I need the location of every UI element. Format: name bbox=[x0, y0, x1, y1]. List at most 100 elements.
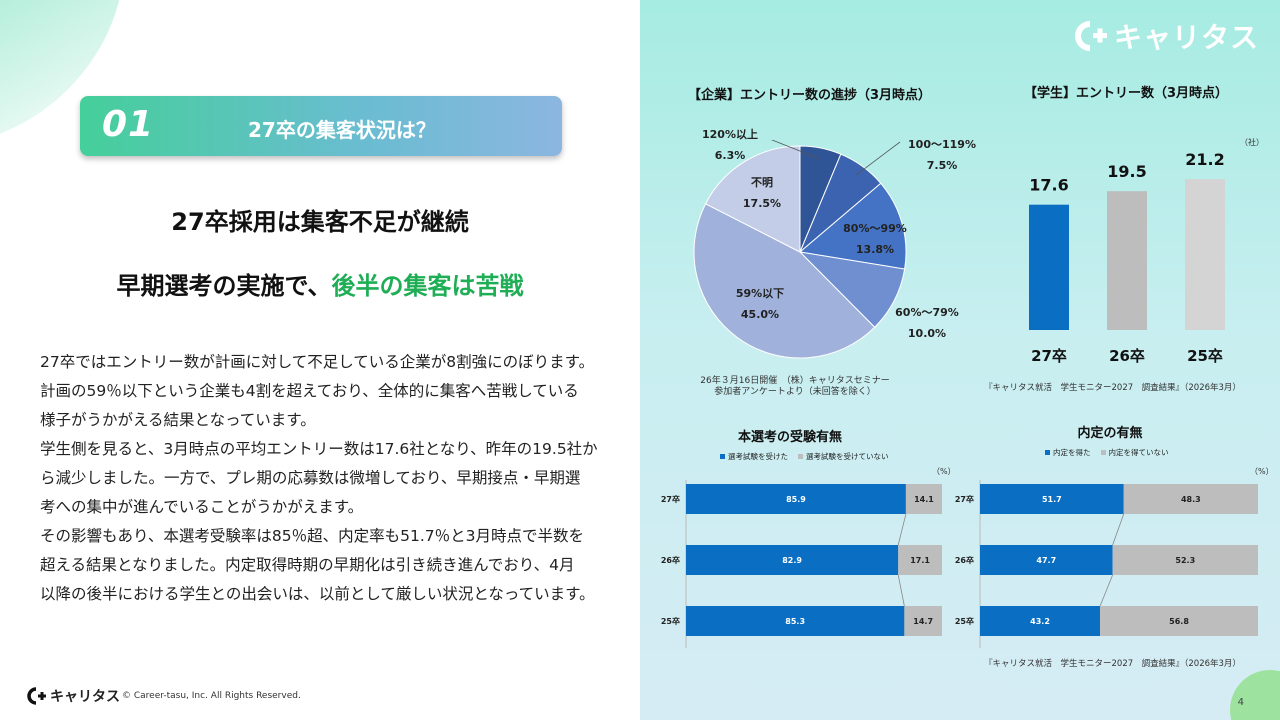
pie-label: 120%以上 6.3% bbox=[700, 124, 760, 166]
stacked-bar-segment bbox=[980, 484, 1124, 514]
section-number: 01 bbox=[102, 104, 155, 145]
bar-value-label: 47.7 bbox=[1036, 556, 1056, 565]
pie-note-line: 参加者アンケートより（未回答を除く） bbox=[714, 387, 876, 397]
pie-label-value: 17.5% bbox=[742, 197, 782, 210]
student-bar-category: 27卒 bbox=[1031, 347, 1067, 365]
headline-2-emphasis: 後半の集客は苦戦 bbox=[331, 272, 524, 300]
student-bar bbox=[1029, 204, 1069, 330]
bar-value-label: 82.9 bbox=[782, 556, 802, 565]
stacked-bar-segment bbox=[905, 484, 942, 514]
pie-leader-line bbox=[856, 141, 901, 176]
bar-value-label: 17.1 bbox=[910, 556, 930, 565]
pie-slice bbox=[704, 145, 801, 253]
pie-label: 不明 17.5% bbox=[732, 172, 792, 214]
body-line: ら減少しました。一方で、プレ期の応募数は微増しており、早期接点・早期選 bbox=[40, 469, 581, 487]
offer-chart-title: 内定の有無 bbox=[1077, 426, 1143, 441]
body-line: 考への集中が進んでいることがうかがえます。 bbox=[40, 498, 364, 516]
student-bar-note: 『キャリタス就活 学生モニター2027 調査結果』（2026年3月） bbox=[984, 383, 1241, 393]
pie-label: 80%〜99% 13.8% bbox=[840, 218, 910, 260]
offer-legend: 内定を得た 内定を得ていない bbox=[1045, 447, 1169, 458]
brand-name: キャリタス bbox=[1114, 21, 1260, 54]
page-number: 4 bbox=[1237, 697, 1244, 708]
pie-note: 26年３月16日開催 （株）キャリタスセミナー 参加者アンケートより（未回答を除… bbox=[690, 376, 900, 398]
pie-label-value: 45.0% bbox=[740, 308, 780, 321]
brand-logo: キャリタス bbox=[1074, 16, 1264, 56]
stacked-bar-segment bbox=[1123, 484, 1258, 514]
headline-2: 早期選考の実施で、後半の集客は苦戦 bbox=[0, 266, 640, 301]
pie-label-category: 59%以下 bbox=[735, 287, 785, 300]
legend-item: 内定を得ていない bbox=[1100, 447, 1169, 458]
legend-label: 選考試験を受けた bbox=[728, 452, 788, 461]
decorative-shape bbox=[1230, 670, 1280, 720]
legend-item: 選考試験を受けた bbox=[720, 451, 788, 462]
student-bar-chart: 17.6 27卒 19.5 26卒 21.2 25卒 bbox=[1029, 150, 1225, 365]
legend-swatch bbox=[720, 454, 725, 459]
connector-line bbox=[897, 574, 905, 607]
pie-chart bbox=[693, 140, 907, 359]
legend-item: 選考試験を受けていない bbox=[798, 451, 889, 462]
pie-label: 100〜119% 7.5% bbox=[906, 134, 978, 176]
pie-slice bbox=[693, 203, 876, 359]
right-panel bbox=[640, 0, 1280, 720]
student-bar-category: 25卒 bbox=[1187, 347, 1223, 365]
pie-label-value: 6.3% bbox=[714, 149, 746, 162]
pie-slice bbox=[798, 182, 907, 270]
pie-label-category: 100〜119% bbox=[908, 138, 976, 151]
legend-swatch bbox=[1045, 450, 1050, 455]
student-bar-value: 21.2 bbox=[1185, 150, 1224, 169]
bar-value-label: 43.2 bbox=[1030, 617, 1050, 626]
bar-value-label: 56.8 bbox=[1169, 617, 1189, 626]
legend-item: 内定を得た bbox=[1045, 447, 1091, 458]
row-category: 25卒 bbox=[661, 616, 680, 626]
legend-swatch bbox=[1100, 450, 1106, 455]
pie-label-category: 60%〜79% bbox=[895, 306, 959, 319]
copyright: © Career-tasu, Inc. All Rights Reserved. bbox=[122, 691, 301, 701]
exam-chart: 27卒 85.9 14.1 26卒 82.9 17.1 25卒 85.3 14.7 bbox=[661, 480, 942, 648]
row-category: 26卒 bbox=[661, 555, 680, 565]
student-bar-value: 17.6 bbox=[1029, 176, 1068, 195]
bar-value-label: 51.7 bbox=[1042, 495, 1062, 504]
body-line: 学生側を見ると、3月時点の平均エントリー数は17.6社となり、昨年の19.5社か bbox=[40, 440, 598, 458]
stacked-bar-segment bbox=[686, 606, 905, 636]
body-line: 計画の59％以下という企業も4割を超えており、全体的に集客へ苦戦している bbox=[40, 382, 579, 400]
row-category: 26卒 bbox=[955, 555, 974, 565]
pie-label-value: 13.8% bbox=[855, 243, 895, 256]
connector-line bbox=[897, 513, 907, 546]
legend-label: 内定を得ていない bbox=[1108, 448, 1169, 457]
stacked-bar-segment bbox=[1100, 606, 1258, 636]
bar-value-label: 14.1 bbox=[914, 495, 934, 504]
section-title: 27卒の集客状況は？ bbox=[248, 118, 436, 142]
body-text: 27卒ではエントリー数が計画に対して不足している企業が8割強にのぼります。 計画… bbox=[40, 348, 620, 609]
bar-value-label: 14.7 bbox=[913, 617, 933, 626]
stacked-bar-segment bbox=[980, 606, 1101, 636]
stacked-bar-segment bbox=[686, 545, 899, 575]
stacked-bar-segment bbox=[904, 606, 942, 636]
legend-label: 選考試験を受けていない bbox=[806, 452, 889, 461]
headline-1: 27卒採用は集客不足が継続 bbox=[171, 208, 469, 236]
row-category: 27卒 bbox=[661, 494, 680, 504]
exam-chart-title: 本選考の受験有無 bbox=[737, 430, 842, 445]
pie-label-category: 120%以上 bbox=[702, 128, 758, 141]
pie-label-category: 80%〜99% bbox=[843, 222, 907, 235]
connector-line bbox=[1099, 574, 1113, 607]
legend-swatch bbox=[798, 454, 803, 459]
bar-value-label: 52.3 bbox=[1175, 556, 1195, 565]
bar-value-label: 85.3 bbox=[785, 617, 805, 626]
student-bar-title: 【学生】エントリー数（3月時点） bbox=[1024, 86, 1229, 101]
legend-label: 内定を得た bbox=[1053, 448, 1091, 457]
bar-value-label: 48.3 bbox=[1181, 495, 1201, 504]
row-category: 25卒 bbox=[955, 616, 974, 626]
stacked-bar-segment bbox=[686, 484, 906, 514]
offer-chart: 27卒 51.7 48.3 26卒 47.7 52.3 25卒 43.2 56.8 bbox=[955, 480, 1258, 648]
offer-note: 『キャリタス就活 学生モニター2027 調査結果』（2026年3月） bbox=[984, 659, 1241, 669]
stacked-bar-segment bbox=[898, 545, 942, 575]
pie-leader-line bbox=[771, 140, 819, 159]
left-panel: 01 27卒の集客状況は？ 27卒採用は集客不足が継続 早期選考の実施で、後半の… bbox=[0, 0, 640, 705]
row-category: 27卒 bbox=[955, 494, 974, 504]
stacked-bar-segment bbox=[1112, 545, 1258, 575]
brand-c-plus-icon bbox=[27, 687, 46, 705]
brand-c-plus-icon bbox=[1075, 21, 1107, 51]
body-line: 27卒ではエントリー数が計画に対して不足している企業が8割強にのぼります。 bbox=[40, 353, 595, 371]
pie-label-value: 10.0% bbox=[907, 327, 947, 340]
body-line: 以降の後半における学生との出会いは、以前として厳しい状況となっています。 bbox=[40, 585, 595, 603]
